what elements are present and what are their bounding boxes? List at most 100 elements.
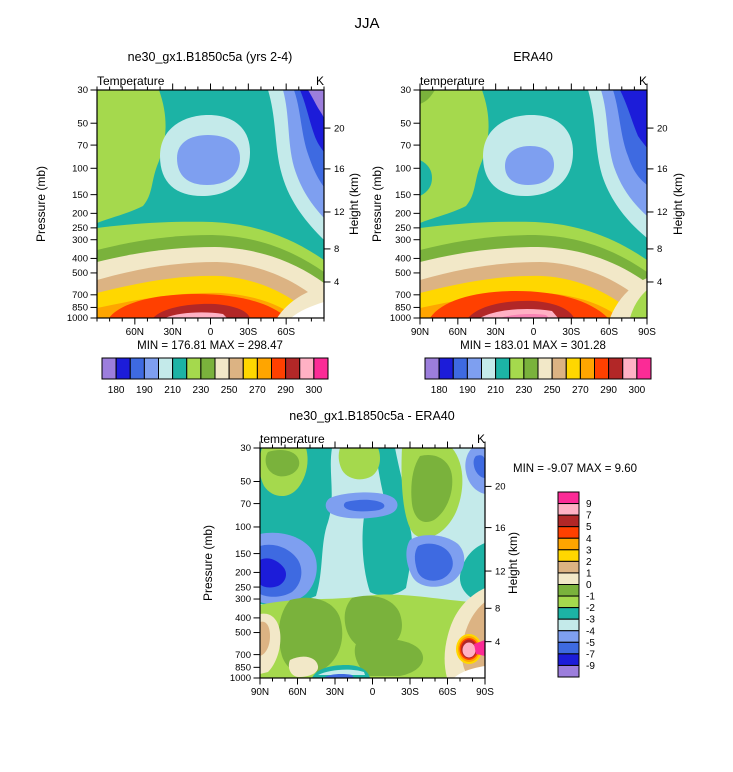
- contour-region: [308, 90, 324, 118]
- x-tick-label: 30N: [326, 687, 344, 698]
- contour-region: [260, 621, 270, 656]
- contour-region: [354, 639, 424, 676]
- x-tick-label: 60N: [288, 687, 306, 698]
- colorbar-segment: [608, 357, 624, 380]
- height-tick-label: 16: [495, 523, 506, 534]
- height-tick-label: 20: [495, 482, 506, 493]
- contour-region: [344, 595, 402, 651]
- colorbar-tick-label: 270: [572, 385, 589, 396]
- colorbar-tick-label: 9: [586, 499, 592, 510]
- colorbar-tick-label: 290: [277, 385, 294, 396]
- colorbar-segment: [186, 357, 202, 380]
- colorbar-segment: [481, 357, 497, 380]
- x-tick-label: 60S: [277, 327, 295, 338]
- pressure-axis-label: Pressure (mb): [370, 166, 384, 242]
- colorbar-segment: [557, 572, 580, 585]
- height-axis-label: Height (km): [506, 532, 520, 594]
- x-tick-label: 0: [531, 327, 537, 338]
- x-tick-label: 60N: [126, 327, 144, 338]
- colorbar-segment: [557, 607, 580, 620]
- height-tick-label: 12: [657, 207, 668, 218]
- colorbar-tick-label: 7: [586, 511, 592, 522]
- colorbar-tick-label: 180: [431, 385, 448, 396]
- height-axis-label: Height (km): [671, 173, 685, 235]
- contour-region: [338, 448, 380, 480]
- colorbar-tick-label: 190: [136, 385, 153, 396]
- contour-region: [265, 450, 300, 477]
- colorbar-tick-label: 1: [586, 568, 592, 579]
- x-tick-label: 30S: [562, 327, 580, 338]
- pressure-tick-label: 850: [395, 303, 411, 314]
- colorbar-segment: [313, 357, 329, 380]
- pressure-tick-label: 850: [235, 663, 251, 674]
- pressure-tick-label: 700: [235, 650, 251, 661]
- contour-region: [260, 558, 286, 588]
- pressure-tick-label: 70: [400, 140, 411, 151]
- colorbar-tick-label: 250: [544, 385, 561, 396]
- colorbar-segment: [557, 560, 580, 574]
- colorbar-segment: [214, 357, 230, 380]
- contour-region: [318, 669, 365, 675]
- colorbar-tick-label: -7: [586, 649, 595, 660]
- contour-region: [459, 543, 485, 604]
- colorbar-segment: [537, 357, 553, 380]
- pressure-tick-label: 200: [235, 568, 251, 579]
- contour-region: [97, 90, 166, 223]
- contour-region: [620, 90, 647, 148]
- pressure-tick-label: 50: [240, 477, 251, 488]
- colorbar-segment: [158, 357, 174, 380]
- x-tick-label: 90N: [411, 327, 429, 338]
- x-tick-label: 60S: [600, 327, 618, 338]
- colorbar-segment: [579, 357, 595, 380]
- colorbar-tick-label: -1: [586, 592, 595, 603]
- pressure-tick-label: 200: [72, 209, 88, 220]
- colorbar-segment: [557, 584, 580, 597]
- units-label: K: [639, 74, 647, 88]
- colorbar-segment: [143, 357, 159, 380]
- contour-region: [362, 503, 412, 596]
- x-tick-label: 0: [208, 327, 214, 338]
- pressure-tick-label: 300: [72, 235, 88, 246]
- pressure-tick-label: 30: [240, 443, 251, 454]
- pressure-tick-label: 1000: [390, 313, 411, 324]
- contour-region: [462, 642, 476, 658]
- colorbar-segment: [557, 537, 580, 551]
- colorbar-segment: [551, 357, 567, 380]
- pressure-tick-label: 500: [395, 268, 411, 279]
- contour-region: [291, 302, 324, 318]
- colorbar: 180 190 210 230 250 270 290 300: [101, 357, 329, 396]
- pressure-tick-label: 30: [400, 85, 411, 96]
- x-tick-label: 30N: [163, 327, 181, 338]
- height-tick-label: 16: [657, 164, 668, 175]
- colorbar-segment: [557, 514, 580, 528]
- contour-region: [414, 543, 453, 581]
- pressure-tick-label: 100: [395, 163, 411, 174]
- pressure-tick-label: 100: [235, 522, 251, 533]
- colorbar-segment: [622, 357, 638, 380]
- contour-region: [420, 90, 489, 223]
- contour-region: [375, 448, 412, 531]
- height-tick-label: 20: [657, 123, 668, 134]
- x-tick-label: 30S: [239, 327, 257, 338]
- axis-ticks: 90N 60N 30N 0 30S 60S 90S 30 50 70 100 150 200 250300…: [390, 83, 668, 338]
- x-tick-label: 60N: [449, 327, 467, 338]
- colorbar-segment: [557, 503, 580, 516]
- contour-region: [324, 674, 354, 678]
- pressure-tick-label: 150: [235, 549, 251, 560]
- colorbar-segment: [438, 357, 454, 380]
- colorbar-tick-label: 270: [249, 385, 266, 396]
- contour-field-diff: [260, 448, 485, 678]
- height-tick-label: 12: [334, 207, 345, 218]
- colorbar-tick-label: 4: [586, 534, 592, 545]
- pressure-tick-label: 250: [72, 223, 88, 234]
- colorbar-tick-label: 230: [193, 385, 210, 396]
- main-title: JJA: [354, 15, 379, 32]
- panel-title: ne30_gx1.B1850c5a (yrs 2-4): [128, 50, 293, 64]
- contour-region: [473, 455, 485, 478]
- pressure-tick-label: 150: [395, 190, 411, 201]
- colorbar-segment: [466, 357, 482, 380]
- colorbar-segment: [557, 641, 580, 655]
- height-tick-label: 16: [334, 164, 345, 175]
